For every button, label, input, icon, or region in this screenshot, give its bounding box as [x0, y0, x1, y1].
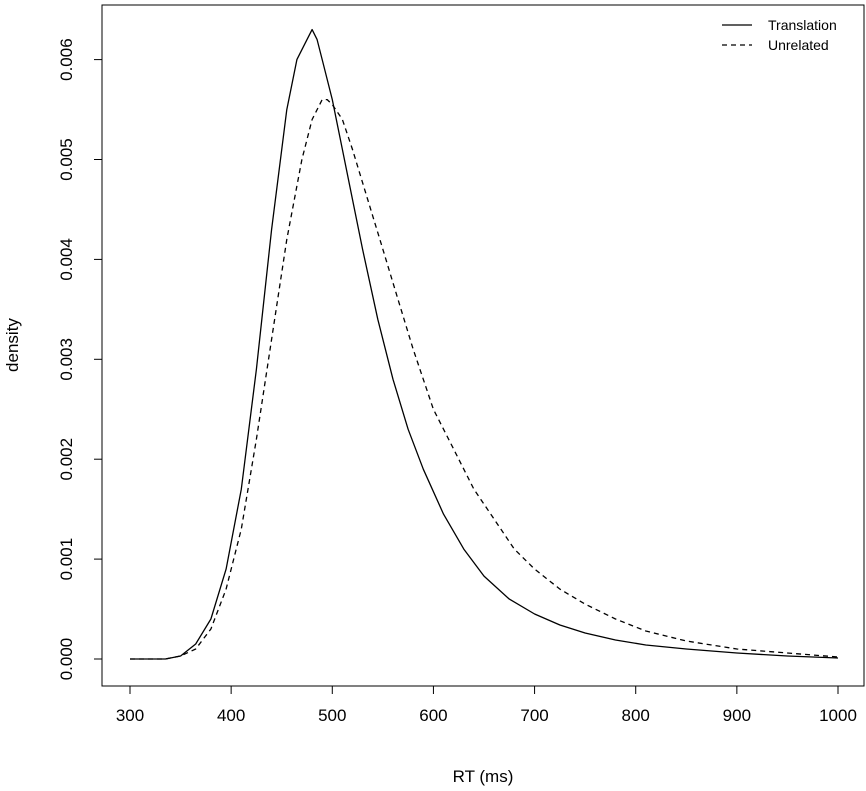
legend: Translation Unrelated: [722, 17, 837, 53]
x-tick-label: 1000: [819, 706, 857, 725]
y-tick-label: 0.003: [57, 338, 76, 381]
y-tick-label: 0.002: [57, 438, 76, 481]
x-tick-label: 500: [318, 706, 346, 725]
series-line-translation: [130, 28, 839, 660]
y-tick-label: 0.001: [57, 538, 76, 581]
x-tick-label: 300: [116, 706, 144, 725]
x-axis: 300 400 500 600 700 800 900 1000: [116, 685, 857, 725]
x-tick-label: 600: [419, 706, 447, 725]
x-tick-label: 400: [217, 706, 245, 725]
legend-label-translation: Translation: [768, 17, 837, 33]
y-tick-label: 0.004: [57, 238, 76, 281]
x-tick-label: 900: [723, 706, 751, 725]
series-line-unrelated: [130, 98, 839, 660]
series-layer: [130, 28, 839, 660]
y-axis: 0.000 0.001 0.002 0.003 0.004 0.005 0.006: [57, 38, 103, 681]
x-tick-label: 800: [622, 706, 650, 725]
y-tick-label: 0.000: [57, 638, 76, 681]
y-tick-label: 0.005: [57, 138, 76, 181]
y-tick-label: 0.006: [57, 38, 76, 81]
x-axis-title: RT (ms): [453, 767, 514, 786]
y-axis-title: density: [3, 318, 22, 372]
plot-frame: [101, 4, 865, 687]
legend-label-unrelated: Unrelated: [768, 37, 829, 53]
x-tick-label: 700: [520, 706, 548, 725]
